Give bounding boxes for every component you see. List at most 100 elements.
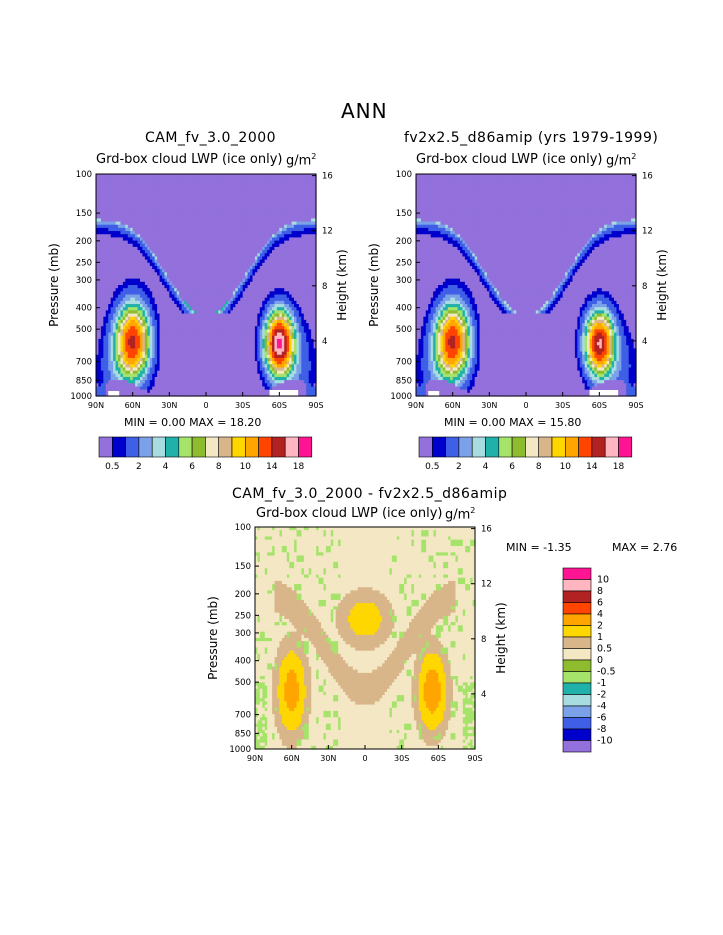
panel1-cell <box>279 218 283 223</box>
panel1-cell <box>135 218 139 223</box>
panel1-cell <box>159 183 163 188</box>
panel1-cell <box>142 224 146 229</box>
panel1-cell <box>298 224 302 229</box>
panel1-cell <box>203 231 207 235</box>
panel1-cell <box>118 215 122 219</box>
panel1-cell <box>218 196 222 200</box>
panel1-cell <box>232 199 236 204</box>
panel1-cell <box>286 221 290 226</box>
panel1-cell <box>184 180 188 185</box>
panel1-cell <box>301 205 305 210</box>
panel1-cell <box>159 186 163 191</box>
panel1-cell <box>171 231 175 235</box>
panel1-cell <box>311 202 315 207</box>
panel1-cell <box>186 183 190 188</box>
panel1-cell <box>247 221 251 226</box>
panel1-cell <box>254 234 258 239</box>
panel1-cell <box>122 227 126 232</box>
panel1-cell <box>96 212 100 216</box>
panel1-cell <box>279 202 283 207</box>
panel1-cell <box>274 174 278 178</box>
panel1-cell <box>279 186 283 191</box>
panel1-cell <box>191 218 195 223</box>
panel1-cell <box>130 183 134 188</box>
panel1-cell <box>252 186 256 191</box>
panel1-cell <box>147 231 151 235</box>
panel1-cell <box>105 208 109 213</box>
panel1-cell <box>230 224 234 229</box>
panel1-cell <box>228 234 232 239</box>
panel1-cell <box>149 215 153 219</box>
panel1-cell <box>274 208 278 213</box>
panel1-cell <box>276 193 280 197</box>
panel1-cell <box>269 193 273 197</box>
panel1-cell <box>228 212 232 216</box>
panel1-cell <box>196 177 200 181</box>
panel1-cell <box>257 189 261 194</box>
panel1-cell <box>149 186 153 191</box>
panel1-cell <box>135 208 139 213</box>
panel1-cell <box>105 212 109 216</box>
panel1-cell <box>240 215 244 219</box>
panel1-cell <box>157 183 161 188</box>
panel1-cell <box>191 174 195 178</box>
panel1-cell <box>98 202 102 207</box>
panel1-cell <box>115 186 119 191</box>
panel1-cell <box>193 202 197 207</box>
panel1-cell <box>125 224 129 229</box>
panel1-cell <box>184 215 188 219</box>
panel1-cell <box>230 208 234 213</box>
panel1-cell <box>174 212 178 216</box>
panel1-cell <box>188 208 192 213</box>
panel1-cell <box>130 221 134 226</box>
panel1-cell <box>96 218 100 223</box>
panel1-cell <box>272 202 276 207</box>
panel1-cell <box>203 189 207 194</box>
panel1-cell <box>96 196 100 200</box>
panel1-cell <box>120 177 124 181</box>
panel1-cell <box>164 221 168 226</box>
panel1-cell <box>245 183 249 188</box>
panel1-cell <box>201 224 205 229</box>
panel1-cell <box>125 218 129 223</box>
panel1-cell <box>179 218 183 223</box>
panel1-cell <box>122 212 126 216</box>
panel1-cell <box>240 212 244 216</box>
panel1-cell <box>242 189 246 194</box>
panel1-cell <box>232 189 236 194</box>
panel1-cell <box>96 221 100 226</box>
panel1-cell <box>284 193 288 197</box>
panel1-cell <box>142 221 146 226</box>
panel1-cell <box>154 234 158 239</box>
panel1-cell <box>193 227 197 232</box>
panel1-cell <box>193 199 197 204</box>
panel1-cell <box>135 180 139 185</box>
panel1-cell <box>169 215 173 219</box>
panel1-cell <box>294 208 298 213</box>
panel1-cell <box>113 196 117 200</box>
panel1-cell <box>259 218 263 223</box>
panel1-cell <box>225 186 229 191</box>
panel1-cell <box>113 227 117 232</box>
panel1-cell <box>247 212 251 216</box>
panel1-cell <box>232 224 236 229</box>
panel1-cell <box>191 199 195 204</box>
panel1-cell <box>306 218 310 223</box>
panel1-cell <box>115 180 119 185</box>
panel1-cell <box>130 193 134 197</box>
panel1-cell <box>132 186 136 191</box>
panel1-cell <box>286 199 290 204</box>
panel1-cell <box>274 212 278 216</box>
panel1-cell <box>108 177 112 181</box>
panel1-cell <box>191 234 195 239</box>
panel1-cell <box>242 183 246 188</box>
panel1-cell <box>245 186 249 191</box>
panel1-cell <box>184 227 188 232</box>
panel1-cell <box>276 202 280 207</box>
panel1-cell <box>235 231 239 235</box>
panel1-cell <box>247 215 251 219</box>
panel1-cell <box>144 212 148 216</box>
panel1-cell <box>303 208 307 213</box>
panel1-cell <box>296 212 300 216</box>
panel1-cell <box>100 199 104 204</box>
